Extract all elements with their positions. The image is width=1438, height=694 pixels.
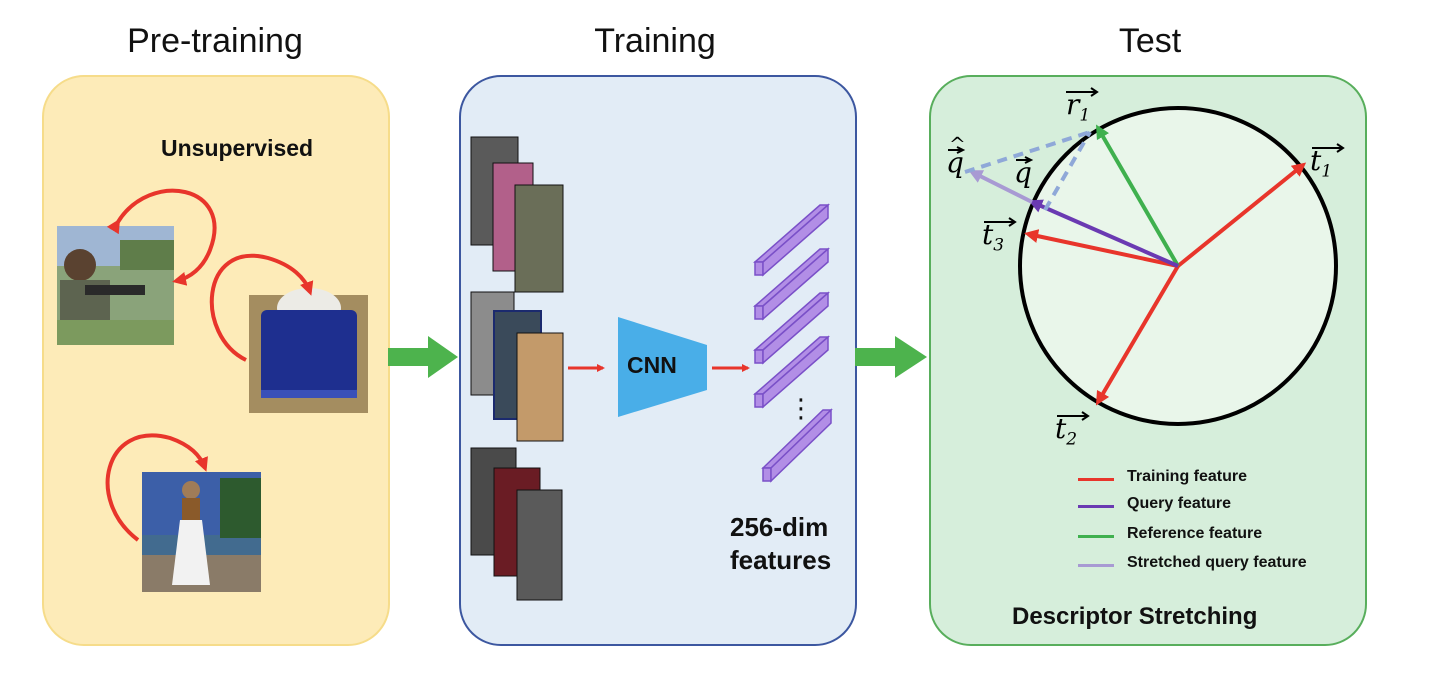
label-r1: r1	[1066, 88, 1090, 126]
label-t2: t2	[1055, 412, 1077, 450]
label-t2-sub: 2	[1066, 429, 1078, 450]
label-t3: t3	[982, 218, 1004, 256]
cnn-block	[618, 317, 707, 417]
pretraining-title: Pre-training	[127, 22, 303, 60]
vector-q	[1028, 199, 1179, 268]
label-q-hat-main: q	[946, 146, 964, 179]
patch-stack-1	[470, 136, 564, 293]
label-t3-sub: 3	[993, 235, 1005, 256]
patch-stack-2	[470, 291, 564, 442]
label-q-hat-caret: ^	[949, 132, 966, 156]
descriptor-stretching-caption: Descriptor Stretching	[1012, 603, 1258, 630]
curved-arrow-1	[106, 188, 217, 286]
label-t1-main: t	[1310, 144, 1322, 177]
label-q: q	[1014, 156, 1032, 189]
vector-t2	[1095, 264, 1180, 406]
patch-stack-3	[470, 447, 563, 601]
unsupervised-label: Unsupervised	[161, 135, 314, 161]
q-label-arrowhead	[1024, 156, 1034, 164]
r1-label-arrowhead	[1090, 87, 1099, 97]
label-q-hat: ^ q	[946, 132, 966, 179]
test-title: Test	[1118, 22, 1182, 60]
curved-arrow-3	[105, 433, 208, 542]
curved-arrow-2	[209, 253, 314, 362]
dashed-link	[964, 130, 1091, 174]
vector-t1	[1176, 162, 1307, 268]
photo-blue-skirt	[249, 288, 368, 413]
label-t2-main: t	[1055, 412, 1067, 445]
training-title: Training	[594, 22, 716, 60]
label-t3-main: t	[982, 218, 994, 251]
t2-label-arrowhead	[1081, 411, 1090, 421]
legend-swatch-query	[1078, 505, 1114, 508]
label-t1-sub: 1	[1321, 161, 1333, 182]
qhat-label-arrowhead	[956, 146, 966, 154]
legend-swatch-stretched	[1078, 564, 1114, 567]
feature-ellipsis: ⋮	[788, 393, 814, 423]
photo-woman-beach	[142, 472, 261, 592]
feature-bar-1	[753, 203, 830, 277]
dashed-link-2	[1043, 131, 1092, 211]
features-line1: 256-dim	[730, 512, 829, 542]
legend-label-stretched: Stretched query feature	[1127, 554, 1307, 571]
features-line2: features	[730, 545, 832, 575]
vector-r1	[1095, 124, 1180, 268]
t3-label-arrowhead	[1008, 217, 1017, 227]
feature-bar-4	[753, 335, 830, 409]
legend-label-reference: Reference feature	[1127, 525, 1263, 542]
legend-swatch-reference	[1078, 535, 1114, 538]
feature-bars	[753, 203, 833, 483]
feature-bar-2	[753, 247, 830, 321]
vector-q-hat	[968, 170, 1033, 204]
label-t1: t1	[1310, 144, 1332, 182]
legend-swatch-training	[1078, 478, 1114, 481]
legend-label-training: Training feature	[1127, 468, 1248, 485]
feature-bar-3	[753, 291, 830, 365]
label-r1-sub: 1	[1079, 105, 1091, 126]
vector-t3	[1024, 229, 1179, 268]
flow-arrow-2	[855, 336, 927, 378]
feature-bar-5	[761, 408, 833, 483]
photo-soldier	[57, 226, 174, 345]
flow-arrow-1	[388, 336, 458, 378]
t1-label-arrowhead	[1336, 143, 1345, 153]
cnn-label: CNN	[627, 352, 677, 378]
legend-label-query: Query feature	[1127, 495, 1232, 512]
label-r1-main: r	[1066, 88, 1080, 121]
